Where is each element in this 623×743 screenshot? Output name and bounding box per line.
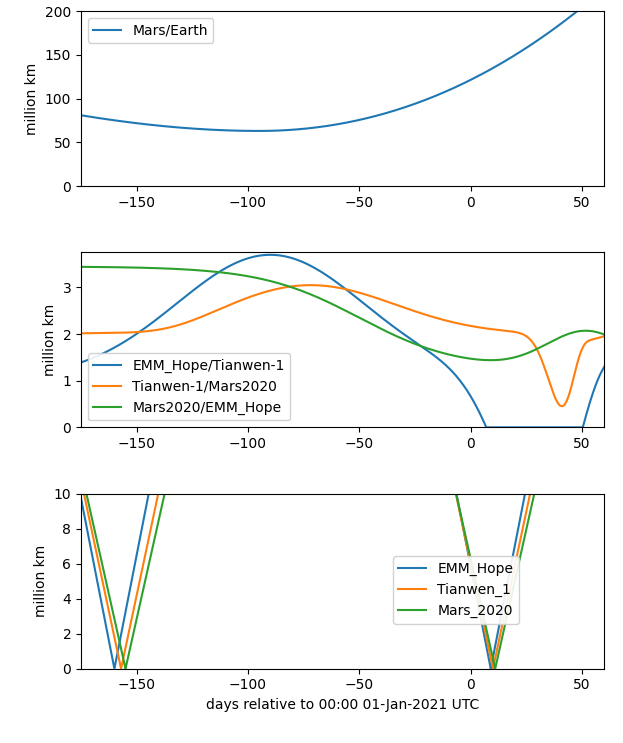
Legend: Mars/Earth: Mars/Earth <box>88 18 214 43</box>
Y-axis label: million km: million km <box>34 545 48 617</box>
Y-axis label: million km: million km <box>26 62 39 134</box>
Legend: EMM_Hope, Tianwen_1, Mars_2020: EMM_Hope, Tianwen_1, Mars_2020 <box>393 557 519 623</box>
X-axis label: days relative to 00:00 01-Jan-2021 UTC: days relative to 00:00 01-Jan-2021 UTC <box>206 698 479 712</box>
Y-axis label: million km: million km <box>43 304 57 376</box>
Legend: EMM_Hope/Tianwen-1, Tianwen-1/Mars2020, Mars2020/EMM_Hope: EMM_Hope/Tianwen-1, Tianwen-1/Mars2020, … <box>88 353 290 421</box>
